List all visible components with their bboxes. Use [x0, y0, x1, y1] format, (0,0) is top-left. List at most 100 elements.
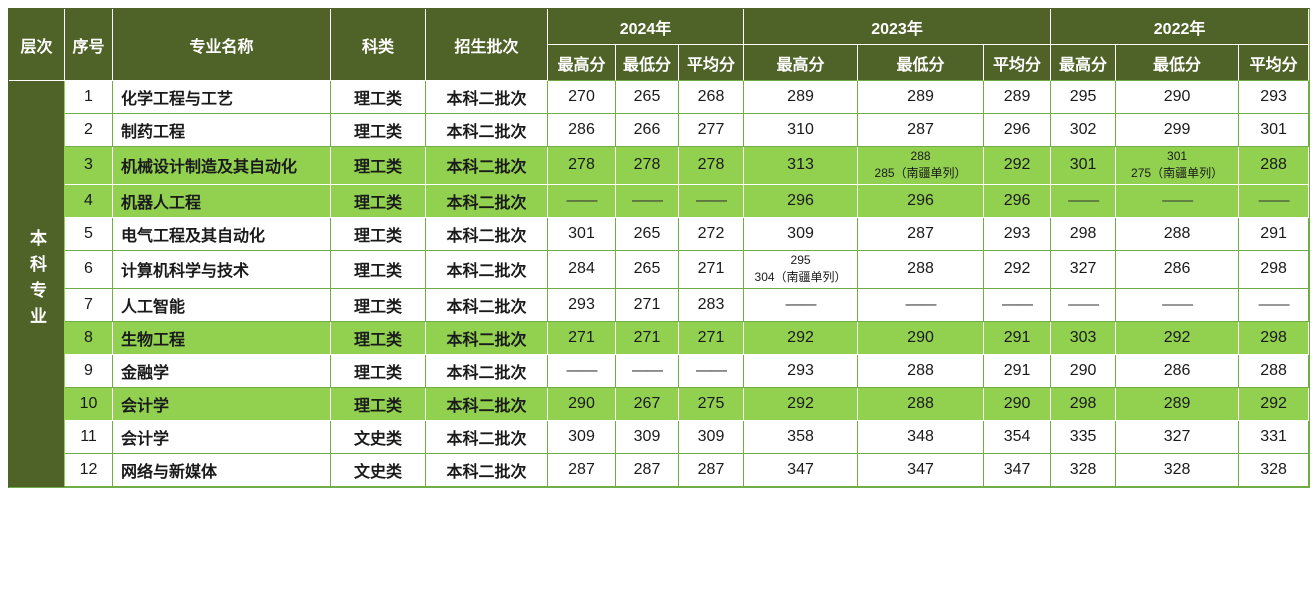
- score-cell-2022-min: 289: [1116, 387, 1240, 421]
- score-cell-2023-avg: 291: [984, 321, 1052, 355]
- table-row: 6 计算机科学与技术 理工类 本科二批次 284 265 271 295 304（南疆单列） 2…: [9, 250, 1310, 289]
- score-cell-2024-avg: 272: [679, 217, 745, 251]
- batch-cell: 本科二批次: [426, 81, 548, 114]
- table-row: 3 机械设计制造及其自动化 理工类 本科二批次 278 278 278 313 288 285（…: [9, 147, 1310, 185]
- header-2022-min: 最低分: [1116, 45, 1240, 81]
- score-cell-2023-avg: 296: [984, 184, 1052, 218]
- category-cell: 理工类: [331, 321, 426, 355]
- score-cell-2023-max: 347: [744, 453, 859, 487]
- score-cell-2023-max: 358: [744, 420, 859, 454]
- score-cell-2024-min: 265: [616, 81, 679, 114]
- score-cell-2023-max: 309: [744, 217, 859, 251]
- score-cell-2022-avg: 288: [1239, 147, 1310, 185]
- score-cell-2022-avg: 298: [1239, 250, 1310, 289]
- table-row: 本科专业 1 化学工程与工艺 理工类 本科二批次 270 265 268 289 289 289 29…: [9, 81, 1310, 487]
- batch-cell: 本科二批次: [426, 288, 548, 322]
- level-cell: 本科专业: [9, 81, 65, 487]
- score-cell-2022-max: 290: [1051, 354, 1117, 388]
- score-cell-2022-min: 286: [1116, 354, 1240, 388]
- batch-cell: 本科二批次: [426, 387, 548, 421]
- score-cell-2022-avg: 328: [1239, 453, 1310, 487]
- score-cell-2024-max: 293: [548, 288, 616, 322]
- row-number-cell: 11: [65, 420, 113, 454]
- score-cell-2022-min: ——: [1116, 288, 1240, 322]
- score-cell-2024-min: 287: [616, 453, 679, 487]
- table-body: 本科专业 1 化学工程与工艺 理工类 本科二批次 270 265 268 289 289 289 29…: [9, 81, 1310, 487]
- row-number-cell: 4: [65, 184, 113, 218]
- header-no: 序号: [65, 9, 113, 81]
- score-cell-2024-avg: 271: [679, 250, 745, 289]
- score-cell-2023-avg: ——: [984, 288, 1052, 322]
- score-cell-2023-avg: 354: [984, 420, 1052, 454]
- level-label: 本科专业: [27, 228, 46, 333]
- batch-cell: 本科二批次: [426, 147, 548, 185]
- score-cell-2024-min: 267: [616, 387, 679, 421]
- score-cell-2024-max: 278: [548, 147, 616, 185]
- score-cell-2024-min: 271: [616, 288, 679, 322]
- score-cell-2024-avg: 275: [679, 387, 745, 421]
- score-cell-2023-avg: 296: [984, 114, 1052, 147]
- score-cell-2023-max: 295 304（南疆单列）: [744, 250, 859, 289]
- header-2023-avg: 平均分: [984, 45, 1052, 81]
- header-2024-max: 最高分: [548, 45, 616, 81]
- table-row: 10 会计学 理工类 本科二批次 290 267 275 292 288 290 298 289 292: [9, 387, 1310, 421]
- score-cell-2023-max: 292: [744, 387, 859, 421]
- score-cell-2023-max: 296: [744, 184, 859, 218]
- header-category: 科类: [331, 9, 426, 81]
- header-level: 层次: [9, 9, 65, 81]
- score-cell-2023-min: ——: [858, 288, 985, 322]
- category-cell: 理工类: [331, 184, 426, 218]
- batch-cell: 本科二批次: [426, 184, 548, 218]
- batch-cell: 本科二批次: [426, 453, 548, 487]
- score-cell-2024-min: 278: [616, 147, 679, 185]
- score-cell-2024-max: ——: [548, 354, 616, 388]
- category-cell: 理工类: [331, 81, 426, 114]
- score-cell-2022-avg: 301: [1239, 114, 1310, 147]
- row-number-cell: 8: [65, 321, 113, 355]
- score-cell-2023-max: 313: [744, 147, 859, 185]
- score-cell-2024-max: 309: [548, 420, 616, 454]
- score-cell-2023-max: 289: [744, 81, 859, 114]
- major-name-cell: 电气工程及其自动化: [113, 217, 331, 251]
- batch-cell: 本科二批次: [426, 114, 548, 147]
- row-number-cell: 5: [65, 217, 113, 251]
- score-cell-2024-avg: ——: [679, 184, 745, 218]
- row-number-cell: 10: [65, 387, 113, 421]
- score-cell-2022-min: 290: [1116, 81, 1240, 114]
- score-cell-2023-avg: 292: [984, 250, 1052, 289]
- score-cell-2022-max: ——: [1051, 184, 1117, 218]
- batch-cell: 本科二批次: [426, 217, 548, 251]
- score-cell-2024-avg: 283: [679, 288, 745, 322]
- header-batch: 招生批次: [426, 9, 548, 81]
- table-row: 8 生物工程 理工类 本科二批次 271 271 271 292 290 291 303 292 298: [9, 321, 1310, 355]
- table-header: 层次 序号 专业名称 科类 招生批次 2024年 2023年 2022年 最高分…: [9, 9, 1310, 81]
- score-cell-2024-max: 287: [548, 453, 616, 487]
- row-number-cell: 2: [65, 114, 113, 147]
- score-cell-2024-min: 266: [616, 114, 679, 147]
- score-cell-2022-min: 327: [1116, 420, 1240, 454]
- row-number-cell: 9: [65, 354, 113, 388]
- table-row: 7 人工智能 理工类 本科二批次 293 271 283 —— —— —— —— —— ——: [9, 288, 1310, 322]
- score-cell-2022-avg: 288: [1239, 354, 1310, 388]
- major-name-cell: 会计学: [113, 387, 331, 421]
- score-cell-2024-avg: 271: [679, 321, 745, 355]
- header-year-2023: 2023年: [744, 9, 1052, 45]
- score-cell-2022-avg: 292: [1239, 387, 1310, 421]
- score-cell-2023-min: 288: [858, 250, 985, 289]
- score-cell-2023-min: 287: [858, 217, 985, 251]
- major-name-cell: 人工智能: [113, 288, 331, 322]
- table-row: 4 机器人工程 理工类 本科二批次 —— —— —— 296 296 296 —— —— ——: [9, 184, 1310, 218]
- score-cell-2022-avg: 293: [1239, 81, 1310, 114]
- score-cell-2023-max: ——: [744, 288, 859, 322]
- score-cell-2022-max: 295: [1051, 81, 1117, 114]
- table-row: 11 会计学 文史类 本科二批次 309 309 309 358 348 354 335 327 331: [9, 420, 1310, 454]
- category-cell: 文史类: [331, 420, 426, 454]
- batch-cell: 本科二批次: [426, 354, 548, 388]
- score-cell-2023-min: 287: [858, 114, 985, 147]
- row-number-cell: 1: [65, 81, 113, 114]
- score-cell-2024-min: 265: [616, 217, 679, 251]
- score-cell-2022-max: 298: [1051, 387, 1117, 421]
- major-name-cell: 会计学: [113, 420, 331, 454]
- score-cell-2024-min: 309: [616, 420, 679, 454]
- score-cell-2022-min: 288: [1116, 217, 1240, 251]
